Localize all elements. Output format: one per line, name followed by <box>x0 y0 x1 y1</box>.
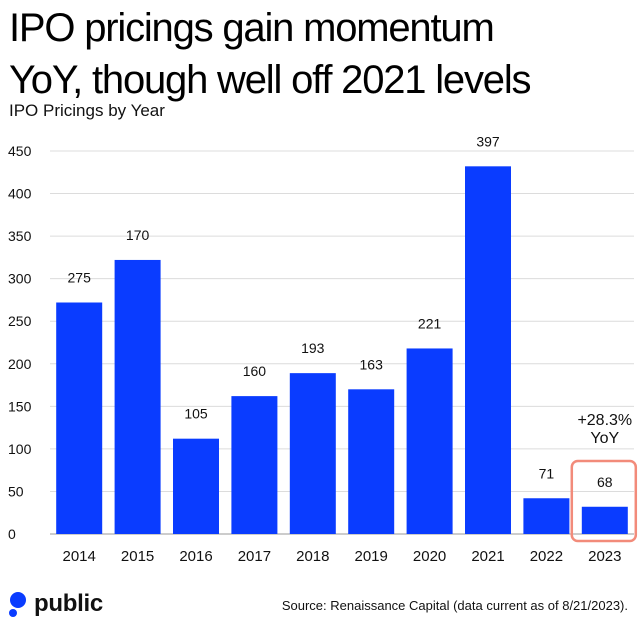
data-label: 193 <box>301 340 325 356</box>
x-tick-label: 2021 <box>471 548 504 565</box>
data-label: 160 <box>243 363 267 379</box>
x-tick-label: 2020 <box>413 548 446 565</box>
bar <box>289 373 336 534</box>
data-label: 170 <box>126 227 150 243</box>
x-tick-label: 2015 <box>121 548 154 565</box>
title-line-2: YoY, though well off 2021 levels <box>9 58 532 102</box>
public-logo-icon <box>9 592 26 617</box>
bar <box>56 302 103 534</box>
brand-logo: public <box>8 590 103 618</box>
bar <box>581 506 628 534</box>
bar <box>114 259 161 534</box>
x-tick-label: 2022 <box>530 548 563 565</box>
brand-name: public <box>34 590 103 617</box>
data-label: 221 <box>418 315 442 331</box>
data-label: 68 <box>597 474 613 490</box>
y-tick-label: 100 <box>8 441 32 457</box>
x-tick-label: 2019 <box>355 548 388 565</box>
chart-title: IPO pricings gain momentum YoY, though w… <box>9 2 634 106</box>
data-label: 275 <box>68 269 92 285</box>
y-tick-label: 50 <box>8 483 24 499</box>
y-tick-label: 250 <box>8 313 32 329</box>
bar <box>406 348 453 534</box>
x-tick-label: 2016 <box>179 548 212 565</box>
chart-subtitle: IPO Pricings by Year <box>9 101 165 120</box>
x-tick-label: 2023 <box>588 548 621 565</box>
source-note: Source: Renaissance Capital (data curren… <box>281 598 628 613</box>
x-tick-label: 2018 <box>296 548 329 565</box>
x-tick-label: 2014 <box>63 548 96 565</box>
y-tick-label: 350 <box>8 228 32 244</box>
data-label: 397 <box>476 133 500 149</box>
y-tick-label: 400 <box>8 186 32 202</box>
y-tick-label: 0 <box>8 526 16 542</box>
y-tick-label: 200 <box>8 356 32 372</box>
bar <box>465 166 511 534</box>
bar <box>231 396 278 534</box>
data-label: 105 <box>184 406 208 422</box>
bar <box>523 498 570 534</box>
bar <box>348 389 395 534</box>
data-label: 71 <box>539 465 555 481</box>
y-tick-label: 450 <box>8 143 32 159</box>
annotation-line-2: YoY <box>590 430 619 447</box>
title-line-1: IPO pricings gain momentum <box>9 6 495 50</box>
y-tick-label: 300 <box>8 271 32 287</box>
x-tick-label: 2017 <box>238 548 271 565</box>
annotation-line-1: +28.3% <box>577 412 632 429</box>
data-label: 163 <box>360 356 384 372</box>
bar <box>173 438 219 534</box>
y-tick-label: 150 <box>8 398 32 414</box>
bar-chart: 0 50 100 150 200 250 300 350 400 450 275 2014 170 201… <box>8 133 638 565</box>
highlight-box <box>570 459 638 543</box>
